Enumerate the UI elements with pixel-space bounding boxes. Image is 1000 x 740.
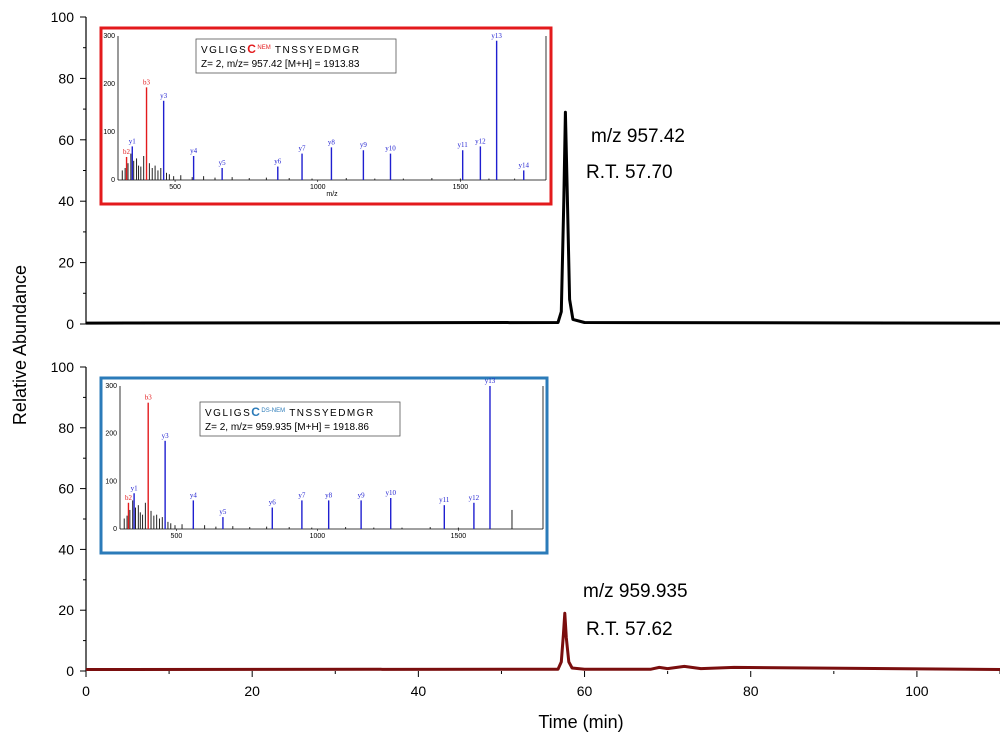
inset-y-tick-label: 200 (105, 431, 117, 438)
peptide-sequence: VGLIGSCDS-NEM TNSSYEDMGR (205, 405, 375, 419)
inset-x-tick-label: 1500 (451, 533, 467, 540)
inset-ion-label: y3 (162, 432, 170, 440)
inset-ion-label: y1 (129, 137, 137, 145)
inset-ion-label: b2 (123, 148, 131, 156)
peptide-charge-mass: Z= 2, m/z= 957.42 [M+H] = 1913.83 (201, 59, 360, 70)
x-tick-label: 100 (905, 683, 929, 699)
chromatogram-panel-bottom: 0 20 40 60 80 100 0 20 40 60 80 100 m/z 959.935 R.… (51, 359, 1000, 699)
bottom-x-ticks: 0 20 40 60 80 100 (82, 671, 1000, 699)
top-annotation-mz: m/z 957.42 (591, 126, 685, 147)
top-msms-inset: 0 100 200 300 500 1000 1500 m/z b2 y1 b3 y3 y4 y5 y6 y7… (99, 26, 553, 206)
y-tick-label: 100 (51, 359, 75, 375)
inset-ion-label: y12 (475, 137, 486, 145)
top-trace (85, 110, 1000, 325)
inset-y-tick-label: 0 (113, 526, 117, 533)
inset-x-tick-label: 500 (169, 184, 181, 191)
inset-ion-label: y5 (219, 159, 227, 167)
inset-x-tick-label: 1500 (453, 184, 469, 191)
inset-ion-label: y4 (190, 491, 198, 499)
inset-ion-label: y8 (328, 138, 336, 146)
chromatogram-trace (85, 110, 1000, 325)
y-tick-label: 20 (58, 602, 74, 618)
top-y-ticks: 0 20 40 60 80 100 (51, 9, 86, 332)
inset-ion-label: y8 (325, 491, 333, 499)
inset-y-tick-label: 300 (105, 383, 117, 390)
inset-ion-label: y3 (160, 92, 168, 100)
bottom-y-ticks: 0 20 40 60 80 100 (51, 359, 86, 679)
inset-x-tick-label: 1000 (310, 533, 326, 540)
y-tick-label: 40 (58, 541, 74, 557)
y-tick-label: 80 (58, 420, 74, 436)
y-tick-label: 60 (58, 481, 74, 497)
peptide-info-box (195, 38, 397, 74)
inset-ion-label: b3 (143, 78, 151, 86)
inset-ion-label: y7 (298, 491, 306, 499)
y-tick-label: 0 (66, 663, 74, 679)
inset-ion-label: y1 (131, 484, 139, 492)
y-tick-label: 20 (58, 255, 74, 271)
chromatogram-trace (85, 611, 1000, 671)
bottom-trace (85, 611, 1000, 671)
bottom-msms-inset: 0 100 200 300 500 1000 1500 b2 y1 b3 y3 y4 y5 y6 y7 y8 y… (99, 376, 549, 555)
peptide-info-box (199, 401, 401, 437)
inset-ion-label: y13 (491, 32, 502, 40)
inset-ion-label: y5 (219, 508, 227, 516)
inset-y-tick-label: 100 (103, 129, 115, 136)
inset-frame (99, 376, 549, 555)
inset-ion-label: y4 (190, 147, 198, 155)
inset-ion-label: y12 (469, 494, 480, 502)
y-tick-label: 40 (58, 193, 74, 209)
inset-ion-label: y10 (385, 145, 396, 153)
inset-y-tick-label: 300 (103, 33, 115, 40)
y-tick-label: 60 (58, 132, 74, 148)
inset-x-tick-label: 500 (171, 533, 183, 540)
peptide-sequence: VGLIGSCNEM TNSSYEDMGR (201, 42, 360, 56)
x-tick-label: 40 (411, 683, 427, 699)
y-tick-label: 0 (66, 316, 74, 332)
inset-x-axis-label: m/z (326, 191, 338, 198)
x-tick-label: 80 (743, 683, 759, 699)
chromatogram-panel-top: 0 20 40 60 80 100 m/z 957.42 R.T. 57.70 0 100 2… (51, 9, 1000, 332)
inset-y-tick-label: 100 (105, 478, 117, 485)
inset-ion-label: b2 (125, 494, 133, 502)
x-axis-label: Time (min) (538, 712, 623, 732)
x-tick-label: 0 (82, 683, 90, 699)
inset-ion-label: y9 (360, 141, 368, 149)
inset-ion-label: y6 (269, 499, 277, 507)
inset-ion-label: b3 (145, 394, 153, 402)
inset-ion-label: y11 (439, 496, 450, 504)
top-annotation-rt: R.T. 57.70 (586, 162, 673, 183)
x-tick-label: 20 (244, 683, 260, 699)
y-tick-label: 80 (58, 70, 74, 86)
inset-ion-label: y9 (358, 491, 366, 499)
peptide-charge-mass: Z= 2, m/z= 959.935 [M+H] = 1918.86 (205, 422, 369, 433)
bottom-annotation-mz: m/z 959.935 (583, 581, 688, 602)
y-tick-label: 100 (51, 9, 75, 25)
inset-ion-label: y10 (385, 489, 396, 497)
inset-x-tick-label: 1000 (310, 184, 326, 191)
inset-ion-label: y7 (299, 145, 307, 153)
inset-ion-label: y11 (458, 141, 469, 149)
inset-y-tick-label: 0 (111, 177, 115, 184)
inset-ion-label: y14 (518, 161, 529, 169)
inset-ion-label: y13 (485, 377, 496, 385)
y-axis-label: Relative Abundance (10, 265, 30, 425)
inset-y-tick-label: 200 (103, 81, 115, 88)
x-tick-label: 60 (577, 683, 593, 699)
inset-ion-label: y6 (274, 158, 282, 166)
bottom-annotation-rt: R.T. 57.62 (586, 619, 673, 640)
